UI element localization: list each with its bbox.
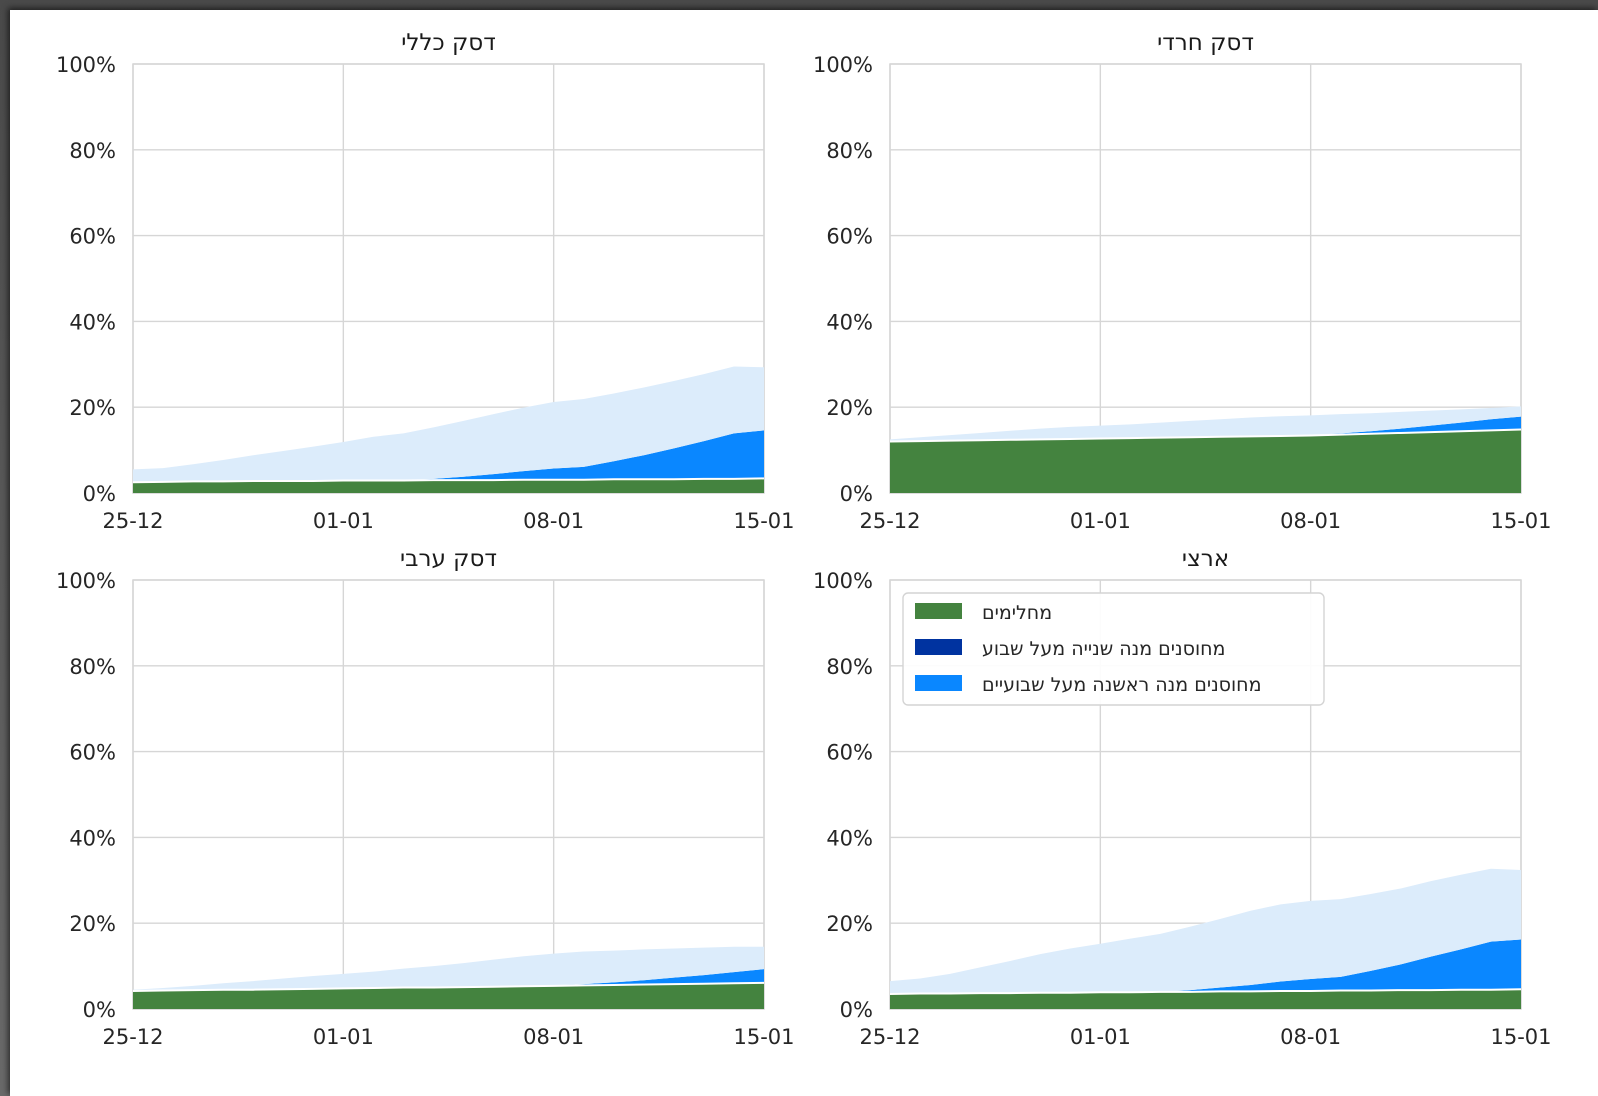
legend-swatch	[915, 639, 962, 655]
y-tick-label: 20%	[826, 912, 873, 936]
x-tick-label: 15-01	[733, 509, 794, 533]
y-tick-label: 0%	[840, 998, 873, 1022]
y-tick-label: 20%	[826, 396, 873, 420]
y-tick-label: 80%	[826, 655, 873, 679]
y-tick-label: 40%	[826, 826, 873, 850]
y-tick-label: 20%	[69, 396, 116, 420]
subplot-title: ארצי	[1182, 546, 1229, 572]
area-recovered	[890, 989, 1521, 1009]
recovered-top-line	[889, 988, 1522, 995]
recovered-top-line	[132, 981, 765, 992]
y-tick-label: 80%	[69, 655, 116, 679]
x-tick-label: 25-12	[859, 509, 920, 533]
x-tick-label: 08-01	[1280, 509, 1341, 533]
x-tick-label: 15-01	[1490, 509, 1551, 533]
legend-swatch	[915, 603, 962, 619]
subplot-title: דסק ערבי	[400, 546, 497, 572]
area-recovered	[890, 429, 1521, 493]
figure-sheet: 0% 20% 40% 60% 80% 100% 25-12 01-01 08-01 15-01 דס…	[10, 10, 1598, 1096]
x-tick-label: 15-01	[733, 1025, 794, 1049]
y-tick-label: 60%	[69, 225, 116, 249]
area-total	[890, 406, 1521, 442]
y-tick-label: 0%	[840, 482, 873, 506]
x-tick-label: 01-01	[1070, 509, 1131, 533]
y-tick-label: 80%	[826, 139, 873, 163]
plot-area	[132, 579, 765, 1010]
y-tick-label: 0%	[83, 482, 116, 506]
y-tick-label: 60%	[826, 741, 873, 765]
subplot-1: 0% 20% 40% 60% 80% 100% 25-12 01-01 08-01 15-01 דס…	[813, 30, 1552, 533]
y-tick-label: 100%	[56, 53, 116, 77]
x-tick-label: 15-01	[1490, 1025, 1551, 1049]
legend-label: מחוסנים מנה שנייה מעל שבוע	[982, 638, 1225, 660]
y-tick-label: 20%	[69, 912, 116, 936]
area-total	[133, 946, 764, 991]
legend-box	[902, 592, 1325, 706]
legend-swatch	[915, 675, 962, 691]
y-tick-label: 40%	[69, 310, 116, 334]
x-tick-label: 25-12	[102, 1025, 163, 1049]
y-tick-label: 60%	[826, 225, 873, 249]
x-tick-label: 01-01	[313, 509, 374, 533]
x-tick-label: 25-12	[102, 509, 163, 533]
subplot-title: דסק כללי	[401, 30, 496, 56]
y-tick-label: 100%	[813, 569, 873, 593]
x-tick-label: 25-12	[859, 1025, 920, 1049]
legend: מחלימים מחוסנים מנה שנייה מעל שבוע מחוסנים…	[902, 592, 1325, 706]
x-tick-label: 01-01	[313, 1025, 374, 1049]
y-tick-label: 100%	[813, 53, 873, 77]
y-tick-label: 0%	[83, 998, 116, 1022]
y-tick-label: 40%	[69, 826, 116, 850]
y-tick-label: 60%	[69, 741, 116, 765]
legend-label: מחלימים	[982, 602, 1052, 624]
area-total	[890, 868, 1521, 994]
x-tick-label: 08-01	[523, 509, 584, 533]
legend-label: מחוסנים מנה ראשנה מעל שבועיים	[982, 674, 1262, 696]
recovered-top-line	[889, 428, 1522, 443]
y-tick-label: 80%	[69, 139, 116, 163]
subplot-0: 0% 20% 40% 60% 80% 100% 25-12 01-01 08-01 15-01 דס…	[56, 30, 795, 533]
area-total	[133, 366, 764, 483]
x-tick-label: 08-01	[1280, 1025, 1341, 1049]
recovered-top-line	[132, 477, 765, 484]
y-tick-label: 40%	[826, 310, 873, 334]
x-tick-label: 08-01	[523, 1025, 584, 1049]
area-first-dose	[133, 430, 764, 483]
subplot-title: דסק חרדי	[1157, 30, 1254, 56]
area-first-dose	[890, 939, 1521, 994]
figure-svg: 0% 20% 40% 60% 80% 100% 25-12 01-01 08-01 15-01 דס…	[56, 30, 1552, 1049]
y-tick-label: 100%	[56, 569, 116, 593]
subplot-2: 0% 20% 40% 60% 80% 100% 25-12 01-01 08-01 15-01 דס…	[56, 546, 795, 1049]
x-tick-label: 01-01	[1070, 1025, 1131, 1049]
area-recovered	[133, 478, 764, 493]
